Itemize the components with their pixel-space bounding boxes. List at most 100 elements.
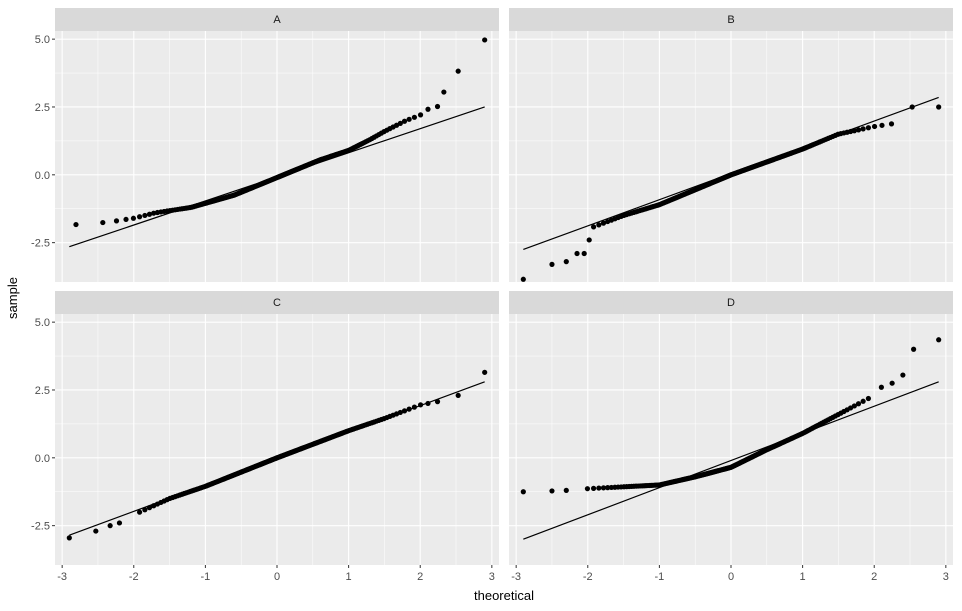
y-tick-label: -2.5	[31, 521, 50, 533]
facet-strip	[509, 291, 953, 314]
facet-strip	[55, 291, 499, 314]
qq-point	[855, 401, 862, 407]
qq-point	[581, 250, 587, 257]
qq-point	[851, 128, 857, 134]
qq-point	[590, 485, 597, 491]
qq-reference-line	[523, 381, 939, 540]
facet-panel-a: A -2.5 0.0 2.5 5.0	[31, 8, 499, 282]
facet-strip-label: C	[273, 297, 281, 309]
qq-point	[549, 488, 555, 494]
qq-point	[860, 398, 866, 404]
qq-point	[107, 523, 113, 529]
y-tick-label: 2.5	[35, 385, 50, 397]
x-tick-label: 1	[346, 571, 352, 583]
qq-point	[401, 408, 408, 414]
qq-point	[146, 211, 153, 217]
x-tick-label: 2	[871, 571, 877, 583]
qq-point	[871, 123, 878, 130]
qq-point	[851, 403, 857, 409]
x-tick-label: -2	[129, 571, 139, 583]
qq-point	[146, 505, 153, 511]
qq-point	[574, 250, 580, 257]
qq-point	[596, 222, 602, 228]
qq-point	[401, 118, 408, 124]
qq-point	[136, 509, 143, 515]
qq-point	[879, 122, 885, 128]
x-tick-label: 1	[800, 571, 806, 583]
facet-strip	[55, 8, 499, 31]
y-tick-label: 2.5	[35, 102, 50, 114]
facet-panel-b: B	[509, 8, 953, 282]
qq-point	[411, 114, 418, 120]
qq-point	[93, 528, 99, 534]
qq-point	[116, 520, 123, 526]
x-tick-label: -2	[583, 571, 593, 583]
qq-point	[596, 485, 602, 491]
qq-point	[605, 485, 611, 491]
x-tick-label: 2	[417, 571, 423, 583]
qq-point	[482, 37, 488, 43]
x-tick-label: 3	[943, 571, 949, 583]
qq-point	[434, 399, 441, 405]
qq-point	[855, 127, 862, 133]
y-tick-label: 5.0	[35, 317, 50, 329]
qq-point	[888, 121, 895, 127]
qq-point	[482, 369, 488, 375]
qq-point	[563, 259, 569, 265]
qq-point	[397, 409, 403, 416]
x-tick-label: 0	[274, 571, 280, 583]
x-axis-title: theoretical	[474, 588, 534, 603]
qq-point	[584, 486, 591, 492]
qq-point	[455, 392, 461, 399]
qq-point	[113, 218, 120, 224]
qq-point	[406, 406, 412, 412]
facet-strip-label: A	[273, 14, 281, 26]
qq-point	[411, 404, 418, 410]
facet-panel-c: C -2.5 0.0 2.5 5.0 -3 -2 -1 0 1 2 3	[31, 291, 499, 583]
x-tick-label: 3	[489, 571, 495, 583]
qq-point	[417, 112, 424, 118]
qq-point	[397, 120, 403, 126]
qq-point	[425, 106, 431, 112]
qq-point	[455, 68, 461, 74]
qq-point	[100, 219, 106, 226]
qq-point	[600, 220, 607, 226]
qq-point	[73, 221, 79, 228]
facet-strip-label: B	[727, 14, 734, 26]
qq-point	[123, 216, 129, 223]
qq-point	[142, 212, 148, 219]
qq-point	[136, 214, 143, 220]
panels-layer: A-2.50.02.55.0BC-2.50.02.55.0-3 -2 -1 0 1 2 3D…	[31, 8, 953, 583]
y-tick-label: -2.5	[31, 238, 50, 250]
qq-point	[406, 116, 412, 122]
y-tick-label: 0.0	[35, 453, 50, 465]
qq-point	[66, 535, 72, 541]
x-tick-label: -3	[511, 571, 521, 583]
facet-panel-d: D -3 -2 -1 0 1 2 3	[509, 291, 953, 583]
x-tick-label: -1	[200, 571, 210, 583]
qq-point	[900, 372, 906, 378]
qq-point	[860, 126, 866, 132]
qq-point	[417, 402, 424, 408]
qq-point	[936, 337, 942, 343]
y-tick-label: 5.0	[35, 34, 50, 46]
x-tick-label: -1	[654, 571, 664, 583]
facet-strip-label: D	[727, 297, 735, 309]
qq-point	[909, 104, 915, 110]
qq-point	[434, 103, 441, 110]
x-tick-label: -3	[57, 571, 67, 583]
qq-point	[936, 104, 942, 110]
qq-point	[586, 237, 592, 243]
facet-strip	[509, 8, 953, 31]
qq-point	[911, 346, 917, 352]
qq-point	[520, 276, 526, 282]
qq-point	[441, 89, 447, 95]
y-tick-label: 0.0	[35, 170, 50, 182]
qq-point	[142, 507, 148, 513]
qq-point	[865, 395, 872, 402]
x-tick-label: 0	[728, 571, 734, 583]
qq-point	[889, 380, 895, 386]
qq-point	[130, 215, 137, 221]
qq-point	[590, 224, 597, 230]
